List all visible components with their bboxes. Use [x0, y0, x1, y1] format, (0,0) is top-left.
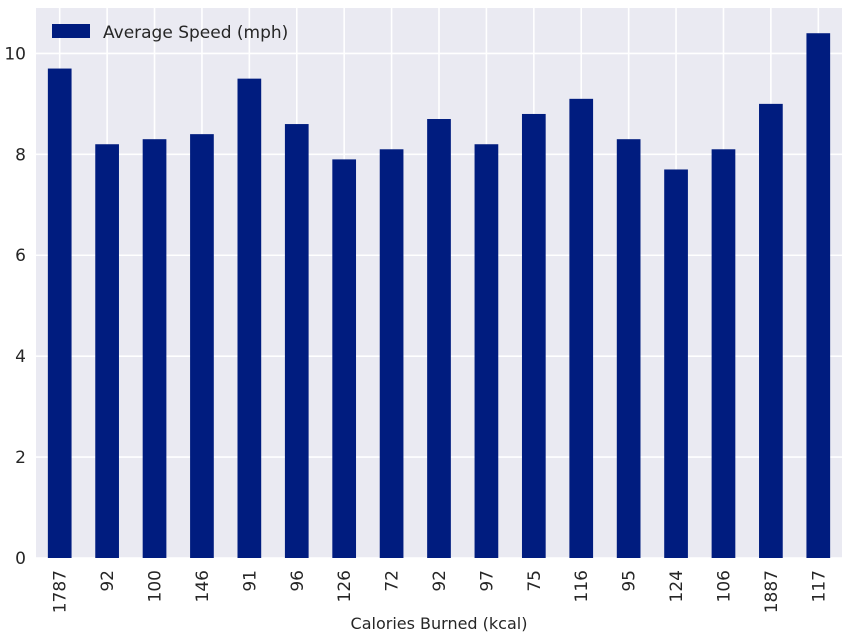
y-tick-label: 2 [15, 448, 26, 468]
y-tick-labels: 0 2 4 6 8 10 [4, 44, 26, 569]
bar [379, 149, 404, 558]
x-tick-label: 91 [240, 570, 260, 592]
x-tick-label: 116 [572, 570, 592, 602]
x-tick-label: 97 [477, 570, 497, 592]
x-tick-label: 95 [620, 570, 640, 592]
bar [806, 33, 831, 558]
bar [616, 139, 641, 558]
bar [332, 159, 357, 558]
x-tick-labels: 1787 92 100 146 91 96 126 72 92 97 75 116 95 124 106 18… [51, 570, 830, 613]
y-tick-label: 0 [15, 549, 26, 569]
x-tick-label: 106 [714, 570, 734, 602]
bar [664, 169, 688, 558]
x-tick-label: 100 [146, 570, 166, 602]
bar [190, 134, 214, 558]
bar [284, 124, 309, 558]
y-tick-label: 6 [15, 246, 26, 266]
x-tick-label: 126 [335, 570, 355, 602]
y-tick-label: 4 [15, 347, 26, 367]
x-tick-label: 75 [525, 570, 545, 592]
x-axis-label: Calories Burned (kcal) [351, 614, 528, 633]
y-tick-label: 8 [15, 145, 26, 165]
x-tick-label: 92 [430, 570, 450, 592]
x-tick-label: 92 [98, 570, 118, 592]
x-tick-label: 72 [383, 570, 403, 592]
legend: Average Speed (mph) [52, 23, 288, 43]
bar [521, 113, 546, 558]
bar [47, 68, 72, 558]
y-tick-label: 10 [4, 44, 26, 64]
legend-swatch [52, 24, 90, 38]
bar [237, 78, 262, 558]
bars [47, 33, 831, 559]
x-tick-label: 1787 [51, 570, 71, 613]
x-tick-label: 117 [809, 570, 829, 602]
bar [711, 149, 736, 558]
bar [95, 144, 119, 558]
bar [474, 144, 499, 558]
x-tick-label: 96 [288, 570, 308, 592]
x-tick-label: 124 [667, 570, 687, 602]
bar [759, 103, 783, 559]
x-tick-label: 146 [193, 570, 213, 602]
bar [569, 98, 594, 559]
bar [142, 139, 167, 558]
bar [427, 119, 451, 559]
x-tick-label: 1887 [762, 570, 782, 613]
legend-label: Average Speed (mph) [103, 23, 288, 43]
